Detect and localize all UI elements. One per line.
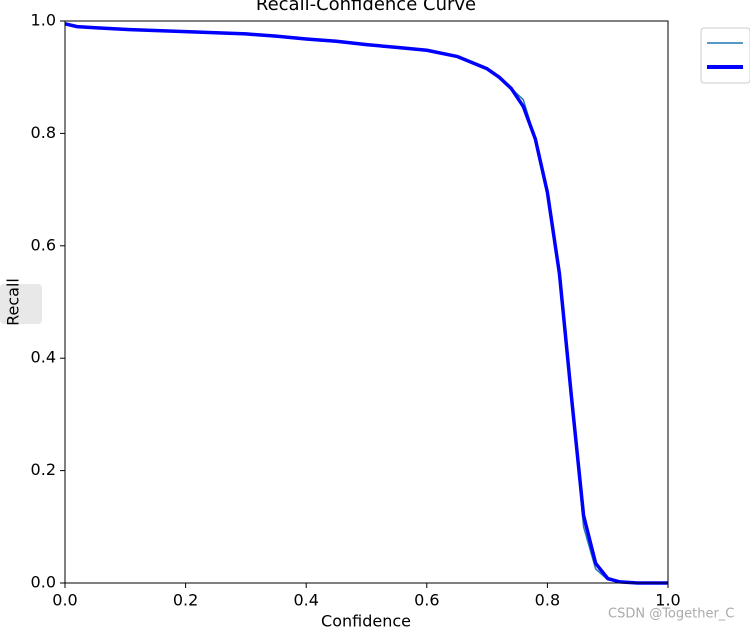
y-axis-label: Recall — [4, 278, 23, 326]
y-tick-label: 1.0 — [31, 11, 56, 30]
y-tick-label: 0.4 — [31, 348, 56, 367]
watermark: CSDN @Together_C — [608, 607, 734, 622]
y-tick-label: 0.0 — [31, 573, 56, 592]
series-line — [64, 23, 668, 584]
plot-frame — [64, 20, 669, 584]
x-tick-label: 0.8 — [535, 591, 560, 610]
x-axis-label: Confidence — [321, 612, 411, 628]
legend-box — [700, 27, 750, 84]
x-tick-label: 0.4 — [293, 591, 318, 610]
y-tick-label: 0.8 — [31, 123, 56, 142]
y-tick-label: 0.2 — [31, 460, 56, 479]
x-tick-label: 1.0 — [655, 591, 680, 610]
x-tick-label: 0.2 — [173, 591, 198, 610]
series-line — [64, 22, 668, 585]
chart-title: Recall-Confidence Curve — [256, 0, 476, 15]
x-tick-label: 0.0 — [52, 591, 77, 610]
y-tick-label: 0.6 — [31, 235, 56, 254]
label-highlight — [0, 284, 42, 324]
x-tick-label: 0.6 — [414, 591, 439, 610]
